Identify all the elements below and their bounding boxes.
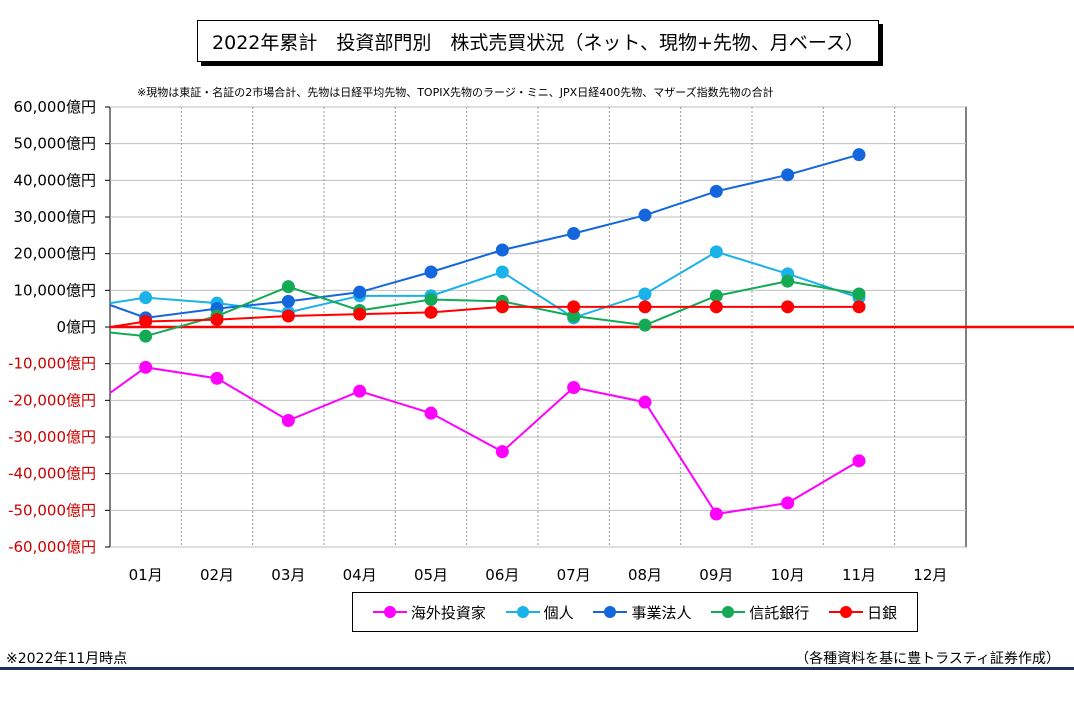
- x-tick-label: 07月: [557, 566, 591, 584]
- legend-label: 海外投資家: [410, 603, 486, 622]
- data-point: [424, 265, 438, 279]
- data-point: [781, 274, 795, 288]
- data-point: [852, 287, 866, 301]
- data-point: [781, 168, 795, 182]
- y-tick-label: -50,000億円: [8, 501, 96, 519]
- y-tick-label: 20,000億円: [14, 245, 97, 263]
- data-point: [781, 496, 795, 510]
- data-point: [424, 406, 438, 420]
- data-point: [281, 309, 295, 323]
- data-point: [495, 265, 509, 279]
- data-point: [638, 208, 652, 222]
- data-point: [638, 318, 652, 332]
- data-point: [638, 395, 652, 409]
- data-point: [852, 300, 866, 314]
- legend-item: 海外投資家: [372, 602, 486, 623]
- data-point: [139, 329, 153, 343]
- data-point: [781, 300, 795, 314]
- footnote-date: ※2022年11月時点: [6, 651, 128, 667]
- data-point: [709, 184, 723, 198]
- legend: 海外投資家 個人 事業法人 信託銀行 日銀: [352, 592, 918, 632]
- data-point: [638, 287, 652, 301]
- y-tick-label: 60,000億円: [14, 98, 97, 116]
- x-tick-label: 09月: [699, 566, 733, 584]
- data-point: [567, 309, 581, 323]
- data-point: [281, 294, 295, 308]
- data-point: [139, 315, 153, 328]
- data-point: [852, 148, 866, 162]
- legend-item: 信託銀行: [711, 602, 809, 623]
- y-tick-label: 10,000億円: [14, 281, 97, 299]
- legend-label: 個人: [543, 603, 574, 622]
- legend-item: 日銀: [829, 602, 897, 623]
- data-point: [281, 414, 295, 427]
- legend-marker: [505, 606, 540, 618]
- data-point: [495, 445, 509, 459]
- data-point: [638, 300, 652, 314]
- data-point: [709, 245, 723, 259]
- x-tick-label: 12月: [913, 566, 947, 584]
- series-line: [109, 153, 860, 319]
- x-tick-label: 08月: [628, 566, 662, 584]
- legend-marker: [593, 606, 628, 618]
- legend-marker: [372, 606, 407, 618]
- data-point: [210, 313, 224, 327]
- x-tick-label: 02月: [200, 566, 234, 584]
- y-tick-label: -60,000億円: [8, 538, 96, 556]
- y-tick-label: 0億円: [56, 318, 96, 336]
- data-point: [353, 307, 367, 321]
- footnote-source: （各種資料を基に豊トラスティ証券作成）: [795, 651, 1060, 667]
- chart-title: 2022年累計 投資部門別 株式売買状況（ネット、現物+先物、月ベース）: [197, 20, 879, 62]
- data-point: [139, 360, 153, 374]
- x-tick-label: 03月: [271, 566, 305, 584]
- legend-label: 信託銀行: [749, 603, 810, 622]
- data-point: [709, 507, 723, 521]
- x-tick-label: 01月: [129, 566, 163, 584]
- series-line: [109, 250, 860, 319]
- data-point: [424, 305, 438, 319]
- data-point: [567, 300, 581, 314]
- data-point: [567, 381, 581, 394]
- legend-label: 日銀: [867, 603, 898, 622]
- y-tick-label: 50,000億円: [14, 135, 97, 153]
- legend-marker: [711, 606, 746, 618]
- data-point: [709, 289, 723, 303]
- data-point: [353, 285, 367, 299]
- data-point: [281, 280, 295, 294]
- y-tick-label: -20,000億円: [8, 391, 96, 409]
- y-tick-label: 40,000億円: [14, 171, 97, 189]
- series-line: [109, 305, 859, 328]
- bottom-divider: [0, 667, 1074, 670]
- legend-item: 個人: [505, 602, 574, 623]
- data-point: [139, 291, 153, 305]
- data-point: [353, 384, 367, 398]
- data-point: [567, 227, 581, 240]
- x-tick-label: 05月: [414, 566, 448, 584]
- data-point: [852, 454, 866, 468]
- series-line: [109, 366, 860, 516]
- legend-item: 事業法人: [593, 602, 691, 623]
- data-point: [424, 293, 438, 306]
- y-tick-label: 30,000億円: [14, 208, 97, 226]
- data-point: [495, 300, 509, 314]
- x-tick-label: 10月: [771, 566, 805, 584]
- legend-marker: [829, 606, 864, 618]
- data-point: [709, 300, 723, 314]
- chart-note: ※現物は東証・名証の2市場合計、先物は日経平均先物、TOPIX先物のラージ・ミニ…: [137, 86, 774, 99]
- y-tick-label: -40,000億円: [8, 465, 96, 483]
- data-point: [210, 371, 224, 385]
- x-tick-label: 04月: [343, 566, 377, 584]
- data-point: [495, 243, 509, 257]
- y-tick-label: -10,000億円: [8, 355, 96, 373]
- x-tick-label: 11月: [842, 566, 876, 584]
- x-tick-label: 06月: [485, 566, 519, 584]
- legend-label: 事業法人: [631, 603, 692, 622]
- y-tick-label: -30,000億円: [8, 428, 96, 446]
